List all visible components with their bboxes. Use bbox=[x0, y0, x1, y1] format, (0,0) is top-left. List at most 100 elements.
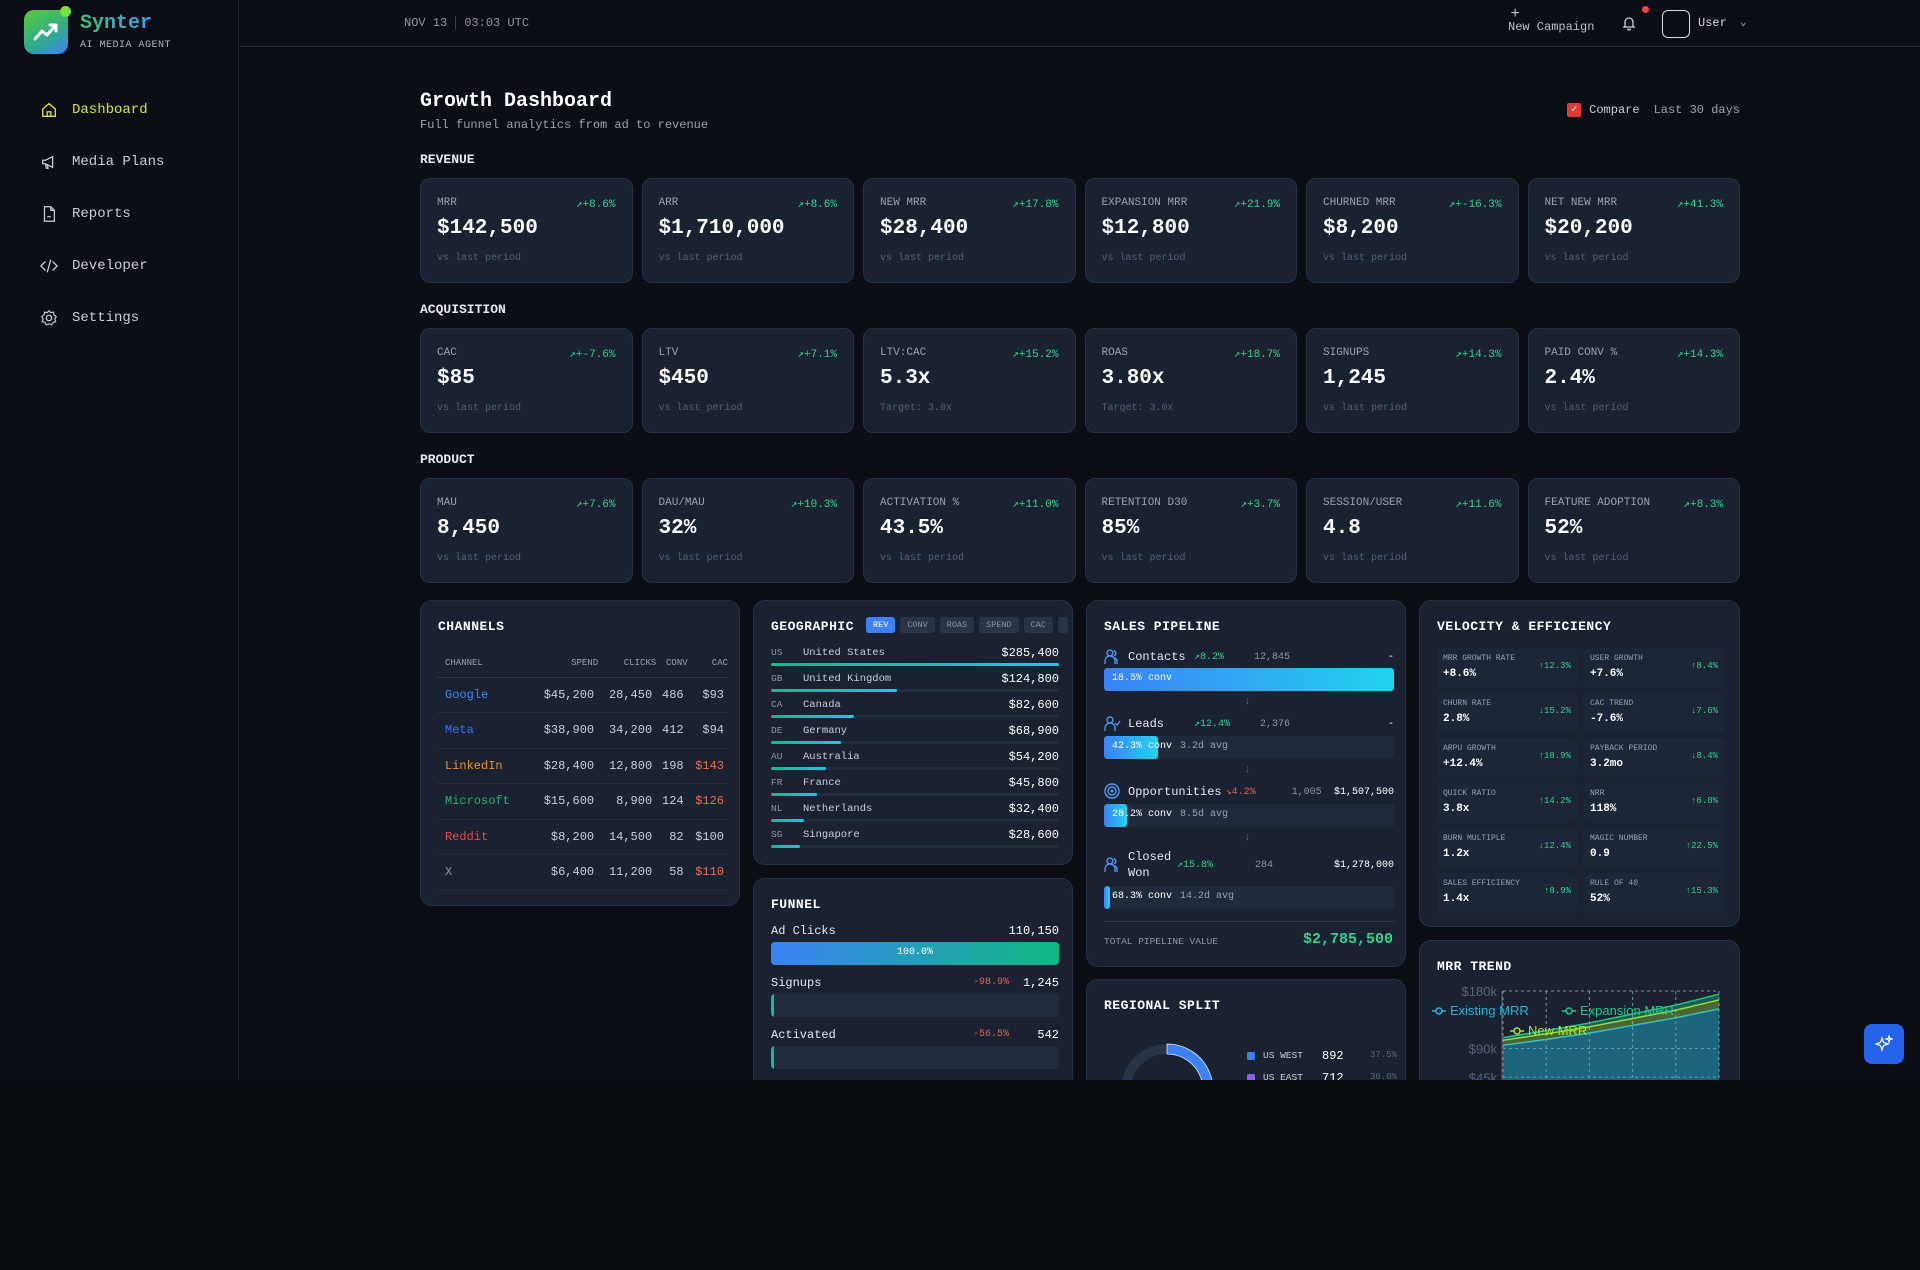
metric-delta: ↑12.3% bbox=[1539, 661, 1571, 671]
kpi-card[interactable]: DAU/MAU ↗+10.3% 32% vs last period bbox=[641, 478, 854, 583]
kpi-delta-value: +-16.3% bbox=[1455, 199, 1502, 211]
kpi-card[interactable]: MAU ↗+7.6% 8,450 vs last period bbox=[420, 478, 633, 583]
channel-name[interactable]: Meta bbox=[438, 712, 532, 749]
kpi-card[interactable]: EXPANSION MRR ↗+21.9% $12,800 vs last perio… bbox=[1084, 178, 1297, 283]
sales-pipeline-panel: SALES PIPELINE Contacts ↗8.2% 12,845-18.5%… bbox=[1086, 600, 1406, 967]
sidebar-item-reports[interactable]: Reports bbox=[40, 200, 131, 228]
country-code: SG bbox=[771, 829, 783, 840]
stage-delta: ↗15.8% bbox=[1177, 859, 1219, 871]
kpi-card[interactable]: CHURNED MRR ↗+-16.3% $8,200 vs last period bbox=[1306, 178, 1519, 283]
geo-row[interactable]: AU Australia $54,200 bbox=[771, 750, 1059, 777]
geo-row[interactable]: CA Canada $82,600 bbox=[771, 698, 1059, 725]
notification-badge bbox=[1642, 6, 1649, 13]
kpi-card[interactable]: LTV:CAC ↗+15.2% 5.3x Target: 3.0x bbox=[863, 328, 1076, 433]
region-pct: 30.0% bbox=[1369, 1072, 1397, 1080]
metric-label: PAYBACK PERIOD bbox=[1590, 744, 1658, 753]
new-campaign-button[interactable]: + New Campaign bbox=[1508, 6, 1594, 34]
tab-conv[interactable]: CONV bbox=[900, 617, 935, 633]
geo-row[interactable]: DE Germany $68,900 bbox=[771, 724, 1059, 751]
geo-row[interactable]: FR France $45,800 bbox=[771, 776, 1059, 803]
kpi-note: vs last period bbox=[658, 253, 743, 264]
channel-name[interactable]: Google bbox=[438, 677, 532, 713]
channel-name[interactable]: X bbox=[438, 854, 532, 891]
compare-checkbox[interactable]: ✓ bbox=[1567, 103, 1582, 117]
table-row[interactable]: LinkedIn $28,400 12,800 198 $143 bbox=[438, 748, 728, 784]
channel-name[interactable]: Reddit bbox=[438, 819, 532, 855]
y-tick-label: $180k bbox=[1462, 984, 1498, 999]
arrow-down-icon: ↓ bbox=[1690, 706, 1697, 716]
geo-row[interactable]: US United States $285,400 bbox=[771, 646, 1059, 673]
kpi-delta: ↗+14.3% bbox=[1455, 347, 1501, 361]
trend-up-icon: ↗ bbox=[1194, 719, 1201, 730]
kpi-note: Target: 3.0x bbox=[880, 403, 953, 414]
kpi-card[interactable]: LTV ↗+7.1% $450 vs last period bbox=[641, 328, 854, 433]
country-value: $124,800 bbox=[1001, 672, 1059, 686]
chevron-down-icon[interactable]: ⌄ bbox=[1740, 17, 1747, 29]
kpi-card[interactable]: ARR ↗+8.6% $1,710,000 vs last period bbox=[641, 178, 854, 283]
table-row[interactable]: Microsoft $15,600 8,900 124 $126 bbox=[438, 783, 728, 820]
kpi-label: ACTIVATION % bbox=[880, 497, 960, 509]
pipeline-stage-leads[interactable]: Leads ↗12.4% 2,376 - bbox=[1104, 715, 1394, 733]
kpi-card[interactable]: SIGNUPS ↗+14.3% 1,245 vs last period bbox=[1306, 328, 1519, 433]
channel-name[interactable]: LinkedIn bbox=[438, 748, 532, 784]
tab-rev[interactable]: REV bbox=[866, 617, 896, 633]
geo-row[interactable]: NL Netherlands $32,400 bbox=[771, 802, 1059, 829]
pipeline-stage-contacts[interactable]: Contacts ↗8.2% 12,845 - bbox=[1104, 648, 1394, 666]
kpi-card[interactable]: ACTIVATION % ↗+11.0% 43.5% vs last period bbox=[863, 478, 1076, 583]
kpi-card[interactable]: ROAS ↗+18.7% 3.80x Target: 3.0x bbox=[1084, 328, 1297, 433]
kpi-card[interactable]: SESSION/USER ↗+11.6% 4.8 vs last period bbox=[1306, 478, 1519, 583]
sidebar-item-developer[interactable]: Developer bbox=[40, 252, 148, 280]
kpi-card[interactable]: FEATURE ADOPTION ↗+8.3% 52% vs last period bbox=[1527, 478, 1740, 583]
bar-fill bbox=[771, 689, 897, 692]
user-name[interactable]: User bbox=[1698, 16, 1727, 30]
compare-label[interactable]: Compare bbox=[1589, 103, 1640, 117]
mrr-trend-chart: $180k $90k $45k Existing MRR Expansion MRR Ne… bbox=[1432, 984, 1720, 1080]
kpi-label: CHURNED MRR bbox=[1323, 197, 1396, 209]
arrow-up-icon: ↑ bbox=[1538, 796, 1544, 806]
kpi-card[interactable]: PAID CONV % ↗+14.3% 2.4% vs last period bbox=[1527, 328, 1740, 433]
ai-assistant-button[interactable] bbox=[1864, 1024, 1904, 1064]
bell-icon[interactable] bbox=[1622, 15, 1636, 31]
stage-conv: 18.5% conv bbox=[1112, 673, 1173, 684]
kpi-note: vs last period bbox=[437, 253, 522, 264]
table-row[interactable]: X $6,400 11,200 58 $110 bbox=[438, 854, 728, 891]
funnel-drop: -98.9% bbox=[972, 977, 1009, 988]
velocity-metric: MRR GROWTH RATE +8.6% ↑12.3% bbox=[1437, 648, 1577, 688]
sidebar-item-media-plans[interactable]: Media Plans bbox=[40, 148, 164, 176]
geo-row[interactable]: SG Singapore $28,600 bbox=[771, 828, 1059, 855]
donut-slice-us-west[interactable] bbox=[1166, 1043, 1213, 1080]
kpi-card[interactable]: CAC ↗+-7.6% $85 vs last period bbox=[420, 328, 633, 433]
compare-toggle: ✓ Compare Last 30 days bbox=[1567, 103, 1740, 117]
kpi-card[interactable]: NET NEW MRR ↗+41.3% $20,200 vs last period bbox=[1527, 178, 1740, 283]
tab-more[interactable] bbox=[1057, 617, 1068, 633]
kpi-card[interactable]: NEW MRR ↗+17.8% $28,400 vs last period bbox=[863, 178, 1076, 283]
sidebar-item-settings[interactable]: Settings bbox=[40, 304, 139, 332]
tab-roas[interactable]: ROAS bbox=[939, 617, 975, 633]
funnel-bar-fill bbox=[771, 994, 775, 1017]
sidebar-item-dashboard[interactable]: Dashboard bbox=[40, 96, 148, 124]
kpi-card[interactable]: RETENTION D30 ↗+3.7% 85% vs last period bbox=[1084, 478, 1297, 583]
metric-delta-value: 22.5% bbox=[1690, 841, 1718, 851]
avatar[interactable] bbox=[1662, 10, 1690, 38]
table-row[interactable]: Meta $38,900 34,200 412 $94 bbox=[438, 712, 728, 749]
trend-up-icon: ↗ bbox=[797, 199, 804, 211]
pipeline-stage-opportunities[interactable]: Opportunities ↘4.2% 1,005 $1,507,500 bbox=[1104, 783, 1394, 801]
funnel-bar: 100.0% bbox=[771, 942, 1059, 965]
channel-name[interactable]: Microsoft bbox=[438, 783, 532, 820]
stage-delta-value: 8.2% bbox=[1200, 652, 1225, 663]
metric-delta-value: 12.4% bbox=[1543, 841, 1571, 851]
logo[interactable] bbox=[24, 10, 68, 54]
pipeline-stage-closed-won[interactable]: Closed Won ↗15.8% 284 $1,278,000 bbox=[1104, 849, 1394, 881]
kpi-card[interactable]: MRR ↗+8.6% $142,500 vs last period bbox=[420, 178, 633, 283]
metric-delta: ↑8.9% bbox=[1544, 886, 1571, 896]
legend-label: Existing MRR bbox=[1450, 1003, 1529, 1018]
table-row[interactable]: Reddit $8,200 14,500 82 $100 bbox=[438, 819, 728, 855]
metric-label: QUICK RATIO bbox=[1443, 789, 1496, 798]
table-row[interactable]: Google $45,200 28,450 486 $93 bbox=[438, 677, 728, 713]
geo-row[interactable]: GB United Kingdom $124,800 bbox=[771, 672, 1059, 699]
date-range-select[interactable]: Last 30 days bbox=[1653, 103, 1740, 117]
tab-spend[interactable]: SPEND bbox=[979, 617, 1019, 633]
funnel-pct: 100.0% bbox=[896, 947, 933, 958]
tab-cac[interactable]: CAC bbox=[1023, 617, 1053, 633]
user-check-icon bbox=[1104, 716, 1121, 731]
